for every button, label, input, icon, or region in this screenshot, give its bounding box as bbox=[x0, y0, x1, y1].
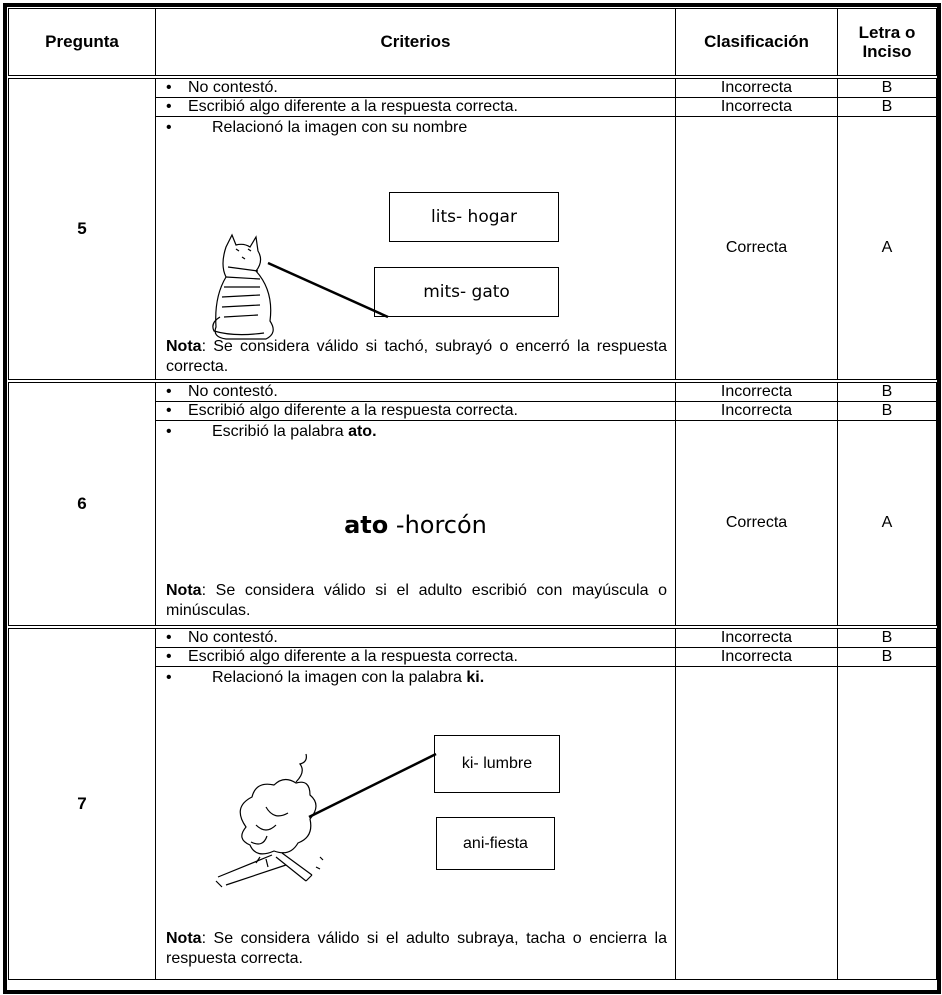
note: Nota: Se considera válido si tachó, subr… bbox=[166, 337, 667, 377]
letter: B bbox=[837, 379, 937, 402]
classification: Correcta bbox=[675, 420, 838, 628]
letter bbox=[837, 666, 937, 980]
connector-line bbox=[267, 261, 389, 319]
table-body: 5 No contestó. Incorrecta B Escribió alg… bbox=[8, 76, 937, 980]
criterion: Escribió algo diferente a la respuesta c… bbox=[155, 97, 676, 117]
connector-line bbox=[308, 752, 437, 819]
header-cell: Letra o Inciso bbox=[837, 8, 937, 79]
criterion-line: Relacionó la imagen con la palabra ki. bbox=[166, 669, 484, 687]
option-box: lits- hogar bbox=[389, 192, 559, 242]
classification: Incorrecta bbox=[675, 97, 838, 117]
criterion: Relacionó la imagen con la palabra ki. k… bbox=[155, 666, 676, 980]
criterion-text: Escribió la palabra bbox=[212, 423, 344, 440]
row: Relacionó la imagen con la palabra ki. k… bbox=[9, 666, 937, 980]
note-text: : Se considera válido si el adulto subra… bbox=[166, 930, 667, 967]
option-box: ki- lumbre bbox=[434, 735, 560, 793]
criterion: Escribió algo diferente a la respuesta c… bbox=[155, 647, 676, 667]
criterion-text: No contestó. bbox=[166, 383, 278, 400]
criterion-line: Escribió la palabra ato. bbox=[166, 423, 377, 441]
note-text: : Se considera válido si el adulto escri… bbox=[166, 582, 667, 619]
header-cell: Clasificación bbox=[675, 8, 838, 79]
letter: B bbox=[837, 401, 937, 421]
criterion-text: Escribió algo diferente a la respuesta c… bbox=[166, 98, 518, 115]
criterion: Escribió la palabra ato. ato -horcón Not… bbox=[155, 420, 676, 628]
criterion: No contestó. bbox=[155, 625, 676, 648]
classification: Incorrecta bbox=[675, 379, 838, 402]
letter: A bbox=[837, 420, 937, 628]
cat-illustration bbox=[212, 233, 389, 340]
note-label: Nota bbox=[166, 338, 202, 355]
classification: Incorrecta bbox=[675, 647, 838, 667]
question-number: 5 bbox=[8, 76, 156, 382]
criterion: No contestó. bbox=[155, 379, 676, 402]
row: 5 No contestó. Incorrecta B bbox=[8, 76, 937, 382]
row: 6 No contestó. Incorrecta B bbox=[8, 379, 937, 628]
classification: Incorrecta bbox=[675, 401, 838, 421]
example-text: -horcón bbox=[395, 511, 487, 539]
question-number: 7 bbox=[8, 625, 156, 980]
row: Escribió algo diferente a la respuesta c… bbox=[9, 97, 937, 117]
criterion: Escribió algo diferente a la respuesta c… bbox=[155, 401, 676, 421]
criterion-text: Escribió algo diferente a la respuesta c… bbox=[166, 648, 518, 665]
classification bbox=[675, 666, 838, 980]
criterion-content: Relacionó la imagen con la palabra ki. k… bbox=[156, 667, 675, 979]
table-head: Pregunta Criterios Clasificación Letra o… bbox=[8, 8, 937, 79]
header-row: Pregunta Criterios Clasificación Letra o… bbox=[8, 8, 937, 79]
header-cell: Criterios bbox=[155, 8, 676, 79]
criterion-text: Relacionó la imagen con su nombre bbox=[166, 119, 467, 137]
row: Escribió la palabra ato. ato -horcón Not… bbox=[9, 420, 937, 628]
criterion-content: Relacionó la imagen con su nombre lits- … bbox=[156, 117, 675, 379]
classification: Correcta bbox=[675, 116, 838, 382]
note-label: Nota bbox=[166, 582, 202, 599]
note-text: : Se considera válido si tachó, subrayó … bbox=[166, 338, 667, 375]
header-cell: Pregunta bbox=[8, 8, 156, 79]
question-number: 6 bbox=[8, 379, 156, 628]
fire-illustration bbox=[215, 752, 437, 888]
example-bold: ato bbox=[344, 511, 389, 539]
criterion-bold: ki. bbox=[466, 669, 485, 686]
note: Nota: Se considera válido si el adulto s… bbox=[166, 929, 667, 969]
option-box: ani-fiesta bbox=[436, 817, 555, 870]
cat-drawing bbox=[212, 233, 274, 340]
fire-drawing bbox=[215, 753, 324, 888]
option-box: mits- gato bbox=[374, 267, 559, 317]
criterion-text: Escribió algo diferente a la respuesta c… bbox=[166, 402, 518, 419]
row: Escribió algo diferente a la respuesta c… bbox=[9, 647, 937, 667]
criterion-text: No contestó. bbox=[166, 79, 278, 96]
classification: Incorrecta bbox=[675, 76, 838, 98]
letter: A bbox=[837, 116, 937, 382]
criterion-content: Escribió la palabra ato. ato -horcón Not… bbox=[156, 421, 675, 625]
criterion-text: No contestó. bbox=[166, 629, 278, 646]
letter: B bbox=[837, 625, 937, 648]
row: Escribió algo diferente a la respuesta c… bbox=[9, 401, 937, 421]
letter: B bbox=[837, 97, 937, 117]
note-label: Nota bbox=[166, 930, 202, 947]
table-frame: Pregunta Criterios Clasificación Letra o… bbox=[3, 3, 941, 994]
letter: B bbox=[837, 76, 937, 98]
criterion-bold: ato. bbox=[348, 423, 377, 440]
row: 7 No contestó. Incorrecta B bbox=[8, 625, 937, 980]
example: ato -horcón bbox=[156, 511, 675, 539]
criterion: Relacionó la imagen con su nombre lits- … bbox=[155, 116, 676, 382]
criteria-table: Pregunta Criterios Clasificación Letra o… bbox=[8, 8, 937, 980]
letter: B bbox=[837, 647, 937, 667]
criterion: No contestó. bbox=[155, 76, 676, 98]
classification: Incorrecta bbox=[675, 625, 838, 648]
criterion-text: Relacionó la imagen con la palabra bbox=[212, 669, 462, 686]
row: Relacionó la imagen con su nombre lits- … bbox=[9, 116, 937, 382]
note: Nota: Se considera válido si el adulto e… bbox=[166, 581, 667, 621]
